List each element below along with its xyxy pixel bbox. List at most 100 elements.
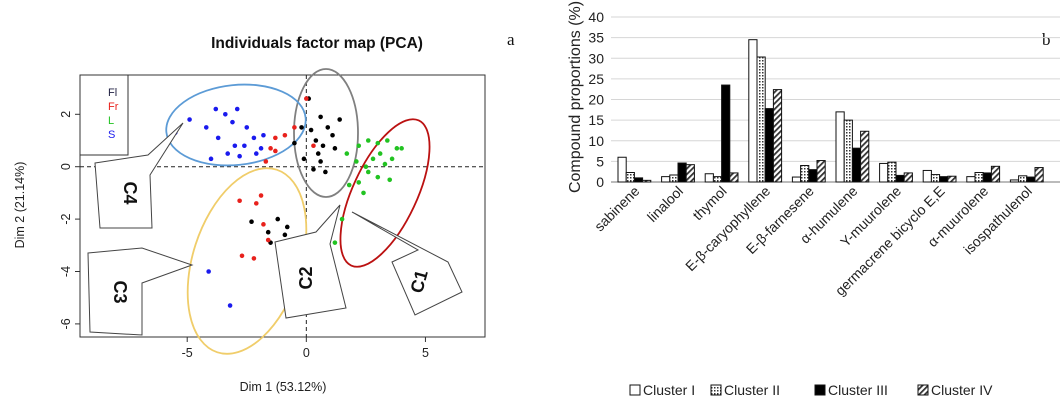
point-s: [187, 117, 192, 122]
legend-label-fl: Fl: [108, 87, 117, 99]
point-s: [232, 143, 238, 149]
bar-cluster-iv: [990, 165, 1001, 183]
bar-series: [617, 39, 1044, 183]
point-fl: [275, 216, 281, 222]
pca-title: Individuals factor map (PCA): [211, 35, 423, 52]
pca-y-tick-label: 2: [59, 111, 73, 118]
callout-c2-label: C2: [296, 266, 316, 289]
bar-y-tick-label: 30: [588, 50, 604, 66]
bar-cluster-i: [835, 111, 845, 183]
pca-axes: -5 0 5 -6 -4 -2 0 2: [59, 111, 429, 360]
bar-cluster-iv: [729, 172, 739, 183]
point-fl: [292, 140, 297, 146]
bar-cluster-iii: [982, 172, 992, 183]
pca-y-tick-label: -6: [59, 318, 73, 329]
point-fl: [299, 125, 304, 130]
point-fl: [282, 232, 288, 238]
point-l: [394, 146, 400, 151]
point-l: [375, 140, 381, 146]
point-l: [387, 177, 393, 183]
bar-cluster-i: [661, 176, 671, 183]
point-s: [203, 125, 209, 130]
cluster-ellipses: [165, 68, 431, 355]
point-s: [206, 269, 211, 274]
bar-cluster-ii: [1018, 175, 1028, 183]
point-fl: [313, 138, 319, 143]
bar-cluster-iv: [860, 130, 870, 183]
callout-c2: C2: [274, 204, 347, 319]
point-fr: [263, 159, 269, 164]
bar-y-tick-label: 20: [588, 92, 604, 108]
bar-cluster-iv: [903, 172, 913, 183]
point-s: [234, 106, 240, 112]
point-fl: [332, 146, 338, 151]
bar-cluster-iii: [764, 108, 774, 183]
bar-cluster-iii: [808, 169, 818, 183]
bar-category-label: linalool: [644, 183, 686, 225]
bar-cluster-i: [791, 176, 802, 183]
callout-c3-box: [87, 247, 194, 336]
bar-panel: b Compound proportions (%) 0 5 10 15 20 25 30 3…: [567, 1, 1060, 398]
point-l: [399, 146, 404, 151]
point-l: [354, 159, 359, 164]
point-fr: [273, 135, 278, 141]
bar-y-tick-label: 35: [588, 30, 604, 46]
point-fl: [337, 117, 342, 122]
point-s: [230, 119, 235, 125]
legend-swatch-cluster-iv: [917, 384, 929, 396]
point-l: [356, 180, 362, 185]
bar-cluster-ii: [756, 56, 766, 183]
point-l: [365, 138, 371, 143]
bar-cluster-i: [879, 162, 889, 183]
pca-points: [172, 96, 404, 308]
bar-cluster-ii: [625, 172, 635, 183]
point-fr: [237, 198, 242, 204]
point-fl: [318, 159, 323, 164]
bar-cluster-i: [704, 173, 714, 183]
point-fl: [284, 224, 290, 230]
legend-label-cluster-i: Cluster I: [643, 382, 695, 398]
point-fr: [253, 201, 259, 206]
bar-cluster-iii: [1026, 176, 1036, 183]
bar-legend: Cluster I Cluster II Cluster III Cluster…: [629, 382, 993, 398]
point-l: [361, 190, 366, 196]
bar-cluster-i: [748, 39, 758, 183]
legend-swatch-cluster-i: [629, 384, 641, 396]
legend-swatch-cluster-ii: [710, 384, 722, 396]
point-l: [339, 216, 345, 222]
bar-cluster-iv: [1034, 167, 1044, 183]
callout-c3-label: C3: [110, 280, 130, 303]
bar-cluster-iii: [851, 147, 862, 183]
bar-y-tick-label: 15: [588, 112, 604, 128]
pca-y-tick-label: -4: [59, 266, 73, 277]
bar-cluster-iv: [816, 160, 826, 183]
ellipse-c4: [165, 83, 307, 167]
point-fr: [282, 132, 288, 138]
point-l: [382, 161, 388, 167]
point-l: [365, 169, 371, 175]
legend-label-fr: Fr: [108, 101, 119, 113]
point-s: [215, 135, 221, 141]
ellipse-c2: [293, 68, 359, 198]
bar-cluster-iv: [685, 164, 695, 183]
legend-label-cluster-ii: Cluster II: [724, 382, 780, 398]
point-fl: [323, 169, 328, 175]
point-fr: [258, 193, 264, 198]
bar-cluster-iii: [633, 177, 644, 183]
point-l: [389, 156, 395, 162]
pca-x-axis-label: Dim 1 (53.12%): [240, 380, 327, 394]
point-l: [356, 143, 362, 149]
point-fl: [249, 219, 254, 225]
point-s: [213, 106, 219, 112]
point-fl: [308, 127, 314, 133]
pca-x-tick-label: 0: [303, 346, 310, 360]
point-s: [261, 132, 266, 138]
point-fl: [318, 114, 323, 120]
bar-cluster-ii: [887, 161, 897, 183]
bar-y-tick-label: 10: [588, 133, 604, 149]
point-fr: [304, 96, 309, 101]
panel-label-b: b: [1042, 30, 1051, 49]
bar-cluster-ii: [843, 119, 853, 183]
bar-y-tick-label: 25: [588, 71, 604, 87]
